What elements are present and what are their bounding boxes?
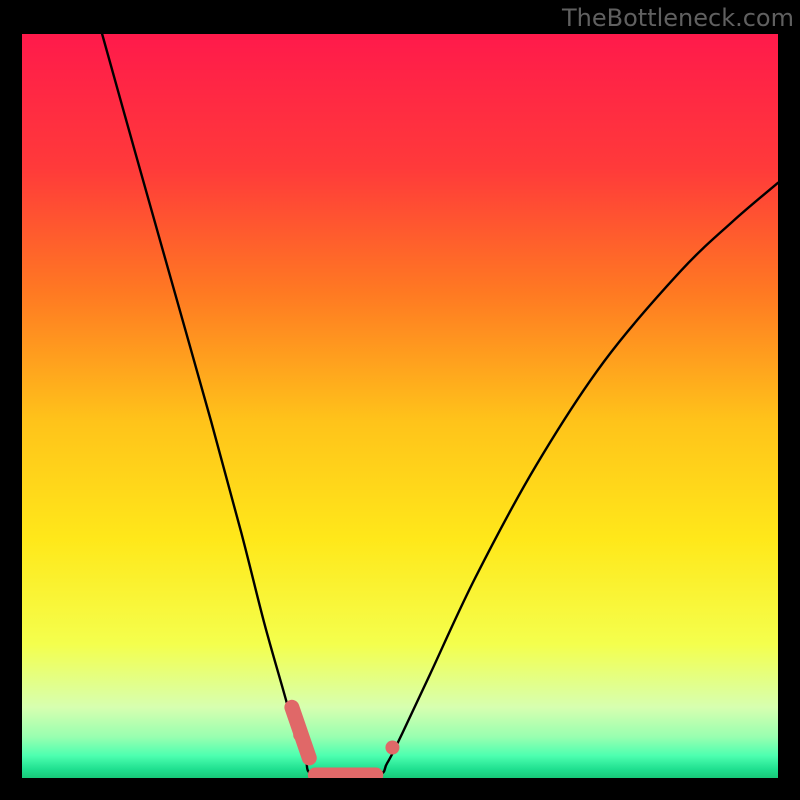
frame-left xyxy=(0,0,22,800)
plot-area xyxy=(22,34,778,778)
gradient-background xyxy=(22,34,778,778)
watermark-text: TheBottleneck.com xyxy=(562,4,794,32)
marker-dot-1 xyxy=(385,740,399,754)
frame-bottom xyxy=(0,778,800,800)
frame-right xyxy=(778,0,800,800)
plot-svg xyxy=(22,34,778,778)
marker-dot-0 xyxy=(293,728,307,742)
chart-container: TheBottleneck.com xyxy=(0,0,800,800)
